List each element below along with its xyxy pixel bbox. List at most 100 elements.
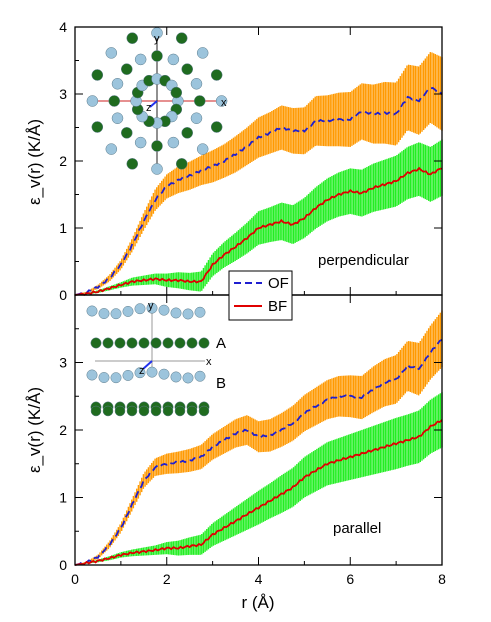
inset-bottom-dark-atom xyxy=(186,405,198,417)
inset-top-light-atom xyxy=(196,143,209,155)
inset-bottom-light-atom xyxy=(170,371,182,383)
inset-bottom-dark-atom xyxy=(174,337,186,349)
inset-bottom-light-atom xyxy=(98,308,110,319)
inset-bottom-z-axis xyxy=(142,360,153,370)
inset-bottom-light-atom xyxy=(86,305,98,317)
inset-top-dark-atom xyxy=(151,50,163,62)
inset-bottom-light-atom xyxy=(110,308,122,320)
bottom-panel-lines xyxy=(74,339,443,566)
inset-top-dark-atom xyxy=(175,158,188,170)
inset-top-dark-atom xyxy=(210,69,223,81)
inset-bottom-dark-atom xyxy=(138,337,150,349)
inset-bottom-light-atom xyxy=(170,307,182,319)
inset-top-light-atom xyxy=(167,53,180,66)
inset-top-dark-atom xyxy=(170,86,183,99)
inset-bottom-light-atom xyxy=(158,304,170,316)
bottom-panel-ylabel: ε_v(r) (K/Å) xyxy=(25,387,44,473)
inset-top-dark-atom xyxy=(126,158,139,170)
inset-bottom-dark-atom xyxy=(114,405,126,417)
panel0-ytick-label: 0 xyxy=(59,287,67,303)
inset-top-light-atom xyxy=(215,95,228,107)
inset-top-dark-atom xyxy=(91,69,104,81)
inset-top-atoms xyxy=(86,27,228,175)
inset-bottom-light-atom xyxy=(134,303,146,315)
panel1-ytick-label: 3 xyxy=(59,355,67,371)
panel0-bf-line xyxy=(74,166,443,296)
inset-bottom-light-atom xyxy=(194,306,206,318)
inset-top-light-atom xyxy=(190,112,203,124)
inset-top-dark-atom xyxy=(181,63,193,75)
inset-bottom-dark-atom xyxy=(150,405,162,417)
inset-top-light-atom xyxy=(105,47,118,59)
panel1-ytick-label: 2 xyxy=(59,422,67,438)
inset-bottom-light-atom xyxy=(182,372,194,384)
inset-bottom-dark-atom xyxy=(162,405,174,417)
axis-ticks: 0 1 2 3 4 0 1 2 3 0 2 4 6 8 xyxy=(59,19,446,587)
inset-bottom-dark-atom xyxy=(126,405,138,417)
inset-top-dark-atom xyxy=(175,32,188,44)
inset-bottom-dark-atom xyxy=(90,337,102,349)
panel0-ytick-label: 4 xyxy=(59,19,67,35)
legend: OF BF xyxy=(228,270,293,321)
inset-top-x-label: x xyxy=(221,97,227,109)
inset-top-dark-atom xyxy=(210,121,223,133)
inset-bottom-dark-atom xyxy=(174,405,186,417)
inset-top-dark-atom xyxy=(121,63,133,75)
top-panel-ylabel: ε_v(r) (K/Å) xyxy=(25,119,44,205)
inset-top-dark-atom xyxy=(151,140,163,152)
inset-bottom-light-atom xyxy=(122,305,134,317)
xtick-label: 2 xyxy=(163,571,171,587)
bottom-panel-xlabel: r (Å) xyxy=(241,593,274,612)
inset-bottom-dark-atom xyxy=(102,337,114,349)
inset-bottom-dark-atom xyxy=(150,337,162,349)
inset-bottom-dark-atom xyxy=(114,337,126,349)
inset-top-dark-atom xyxy=(126,32,139,44)
xtick-label: 0 xyxy=(71,571,79,587)
inset-bottom-dark-atom xyxy=(198,337,210,349)
inset-top-light-atom xyxy=(86,95,99,107)
inset-bottom-z-label: z xyxy=(139,365,145,377)
inset-bottom-x-label: x xyxy=(206,356,212,368)
inset-top-y-label: y xyxy=(154,33,160,45)
top-panel-annotation: perpendicular xyxy=(318,252,409,269)
xtick-label: 6 xyxy=(346,571,354,587)
inset-bottom-light-atom xyxy=(182,308,194,320)
inset-top-z-axis xyxy=(149,100,158,108)
inset-bottom-dark-atom xyxy=(102,405,114,417)
inset-bottom-dark-atom xyxy=(90,405,102,417)
inset-bottom-atoms xyxy=(86,302,210,417)
panel0-ytick-label: 1 xyxy=(59,220,67,236)
inset-bottom-light-atom xyxy=(146,366,158,378)
inset-top-light-atom xyxy=(196,47,209,59)
legend-box xyxy=(228,270,293,321)
bottom-inset-molecule: x y z A B xyxy=(86,300,226,417)
inset-top-light-atom xyxy=(190,78,203,90)
inset-top-light-atom xyxy=(134,136,147,149)
inset-top-light-atom xyxy=(151,163,163,175)
inset-bottom-layer-b-label: B xyxy=(216,375,226,392)
inset-bottom-light-atom xyxy=(146,302,158,314)
panel1-ytick-label: 0 xyxy=(59,557,67,573)
inset-bottom-light-atom xyxy=(98,372,110,383)
inset-top-light-atom xyxy=(111,78,124,90)
inset-top-light-atom xyxy=(167,136,180,149)
bottom-panel-bands xyxy=(75,310,443,565)
inset-bottom-dark-atom xyxy=(138,405,150,417)
inset-bottom-light-atom xyxy=(194,370,206,382)
panel0-ytick-label: 3 xyxy=(59,86,67,102)
inset-top-dark-atom xyxy=(121,127,133,139)
inset-top-dark-atom xyxy=(181,127,193,139)
inset-bottom-y-label: y xyxy=(148,300,154,312)
bottom-panel-annotation: parallel xyxy=(333,520,381,537)
inset-bottom-layer-a-label: A xyxy=(216,335,226,352)
legend-label-bf: BF xyxy=(268,298,287,315)
inset-top-z-label: z xyxy=(146,102,152,114)
panel0-ytick-label: 2 xyxy=(59,153,67,169)
inset-top-dark-atom xyxy=(194,95,206,107)
inset-top-light-atom xyxy=(111,112,124,124)
xtick-label: 4 xyxy=(255,571,263,587)
panel0-of-line xyxy=(74,87,443,296)
inset-top-dark-atom xyxy=(91,121,104,133)
inset-bottom-dark-atom xyxy=(126,337,138,349)
